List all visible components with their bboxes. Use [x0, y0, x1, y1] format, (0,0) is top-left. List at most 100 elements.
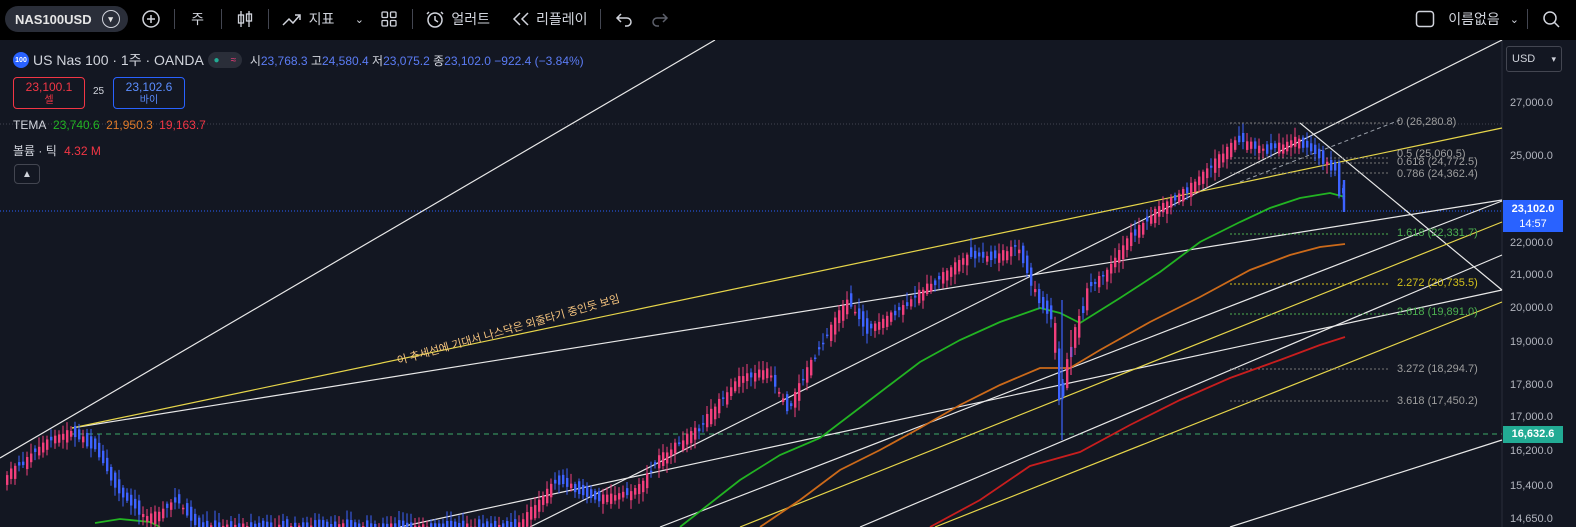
- fib-level-label: 0 (26,280.8): [1397, 116, 1457, 128]
- candle-body: [1030, 267, 1033, 286]
- candle-body: [1262, 148, 1265, 151]
- currency-select[interactable]: USD ▾: [1506, 46, 1562, 72]
- candle-body: [218, 522, 221, 527]
- candle-body: [590, 489, 593, 498]
- tema-legend[interactable]: TEMA 23,740.6 21,950.3 19,163.7: [13, 118, 206, 132]
- horizontal-line-price-tag: 16,632.6: [1503, 426, 1563, 443]
- candle-body: [686, 433, 689, 445]
- candle-body: [1198, 176, 1201, 186]
- trendline-yellow: [934, 301, 1503, 527]
- candle-body: [902, 305, 905, 315]
- tema-value-3: 19,163.7: [159, 118, 206, 132]
- replay-button[interactable]: 리플레이: [508, 0, 592, 38]
- candle-body: [1294, 136, 1297, 147]
- alert-button[interactable]: 얼러트: [421, 0, 494, 38]
- indicators-button[interactable]: 지표: [277, 0, 339, 38]
- candle-body: [382, 523, 385, 527]
- chart-pane[interactable]: [0, 40, 1576, 527]
- candle-body: [374, 523, 377, 527]
- candle-body: [1114, 257, 1117, 268]
- candle-body: [858, 308, 861, 320]
- candle-body: [518, 522, 521, 527]
- candle-body: [242, 523, 245, 527]
- candle-body: [974, 250, 977, 259]
- layout-name-button[interactable]: 이름없음 ⌄: [1448, 0, 1519, 38]
- change-value: −922.4 (−3.84%): [494, 53, 584, 68]
- candle-body: [210, 525, 213, 527]
- compare-add-icon[interactable]: [136, 4, 166, 34]
- candle-body: [158, 511, 161, 522]
- candle-body: [398, 520, 401, 527]
- open-label: 시: [249, 53, 261, 68]
- indicator-templates-chevron-icon[interactable]: ⌄: [354, 13, 364, 26]
- candle-body: [1338, 162, 1341, 197]
- price-chart-svg[interactable]: [0, 40, 1576, 527]
- candle-body: [694, 427, 697, 440]
- candle-body: [250, 522, 253, 527]
- symbol-search-button[interactable]: NAS100USD ▾: [5, 6, 128, 32]
- candle-body: [318, 519, 321, 527]
- candle-body: [782, 398, 785, 402]
- quick-search-icon[interactable]: [1536, 4, 1566, 34]
- alert-clock-icon: [426, 11, 444, 28]
- current-price: 23,102.0: [1511, 203, 1555, 215]
- candle-body: [830, 324, 833, 341]
- symbol-logo-icon: 100: [13, 52, 29, 68]
- candle-body: [1214, 158, 1217, 173]
- candle-body: [786, 394, 789, 412]
- candle-body: [114, 472, 117, 488]
- sell-button[interactable]: 23,100.1 셀: [13, 77, 85, 109]
- candle-body: [1170, 197, 1173, 208]
- close-value: 23,102.0: [444, 53, 491, 68]
- candle-body: [766, 368, 769, 379]
- market-status-icon[interactable]: ● ≈: [207, 52, 242, 68]
- candle-body: [670, 449, 673, 456]
- candle-body: [930, 283, 933, 292]
- tema-line-2: [759, 243, 1346, 527]
- candle-body: [502, 523, 505, 527]
- candle-body: [674, 442, 677, 454]
- candle-body: [138, 500, 141, 515]
- trendline: [659, 200, 1503, 527]
- candle-body: [1018, 249, 1021, 254]
- tema-label: TEMA: [13, 118, 46, 132]
- buy-button[interactable]: 23,102.6 바이: [113, 77, 185, 109]
- redo-icon[interactable]: [645, 4, 675, 34]
- candle-body: [154, 511, 157, 525]
- candle-body: [602, 494, 605, 504]
- candle-body: [1218, 154, 1221, 168]
- symbol-title[interactable]: US Nas 100 · 1주 · OANDA: [33, 52, 204, 68]
- layout-grid-icon[interactable]: [374, 4, 404, 34]
- candle-body: [890, 312, 893, 322]
- candle-body: [934, 280, 937, 286]
- candle-body: [1302, 137, 1305, 148]
- volume-legend[interactable]: 볼륨 · 틱 4.32 M: [13, 142, 101, 159]
- candle-body: [1178, 193, 1181, 203]
- candle-body: [1282, 144, 1285, 154]
- interval-button[interactable]: 주: [183, 4, 213, 34]
- candle-body: [1166, 201, 1169, 214]
- candle-body: [1230, 142, 1233, 158]
- candle-body: [234, 524, 237, 527]
- candle-body: [230, 521, 233, 527]
- undo-icon[interactable]: [609, 4, 639, 34]
- price-axis-label: 22,000.0: [1510, 237, 1553, 249]
- candle-type-icon[interactable]: [230, 4, 260, 34]
- collapse-legend-button[interactable]: ▲: [14, 164, 40, 184]
- candle-body: [110, 466, 113, 481]
- candle-body: [618, 493, 621, 500]
- candle-body: [778, 391, 781, 394]
- candle-body: [586, 486, 589, 497]
- symbol-legend[interactable]: 100 US Nas 100 · 1주 · OANDA ● ≈ 시23,768.3…: [13, 50, 584, 70]
- candle-body: [422, 524, 425, 527]
- fib-level-label: 2.272 (20,735.5): [1397, 277, 1478, 289]
- candle-body: [630, 491, 633, 501]
- layout-checkbox-icon[interactable]: [1410, 4, 1440, 34]
- candle-body: [1182, 188, 1185, 202]
- fib-level-label: 3.272 (18,294.7): [1397, 363, 1478, 375]
- candle-body: [1150, 215, 1153, 224]
- candle-body: [118, 479, 121, 494]
- price-axis-label: 16,200.0: [1510, 445, 1553, 457]
- symbol-menu-icon[interactable]: ▾: [101, 10, 120, 28]
- candle-body: [962, 258, 965, 265]
